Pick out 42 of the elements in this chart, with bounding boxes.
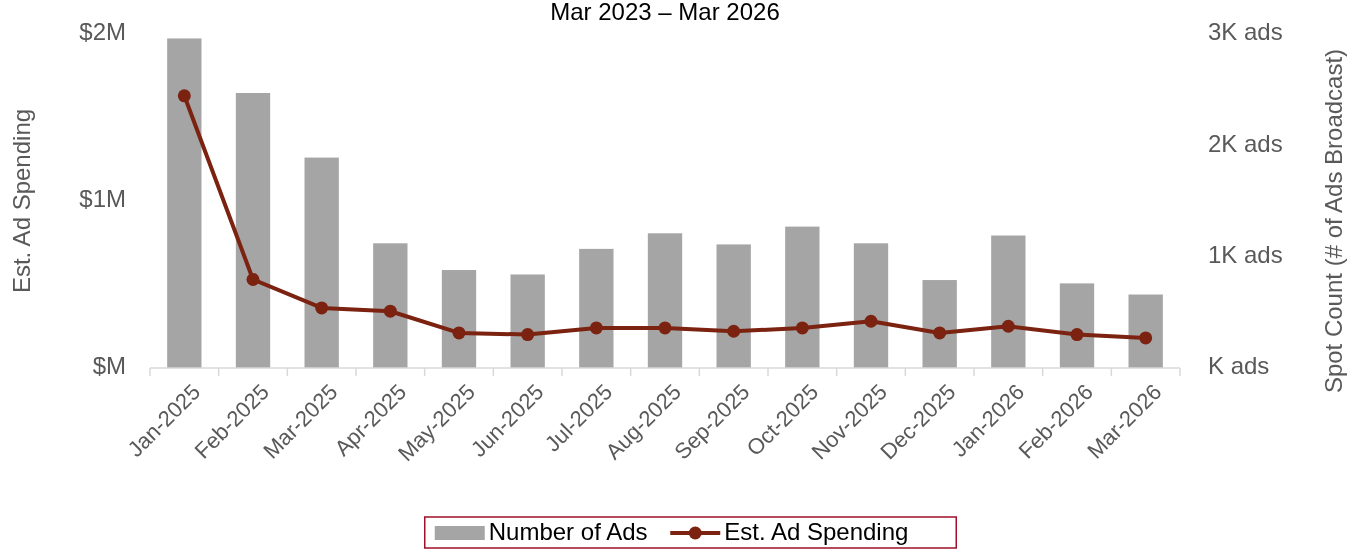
legend-label: Number of Ads (488, 518, 648, 546)
point (589, 321, 603, 335)
bar (1059, 283, 1095, 368)
bar (304, 157, 339, 368)
y-tick-label: $M (92, 352, 126, 380)
bar (167, 38, 202, 368)
y-tick-label: $2M (79, 18, 126, 46)
point (658, 321, 672, 335)
bar (1128, 294, 1163, 368)
y2-tick-label: 2K ads (1208, 129, 1283, 157)
bar (579, 248, 614, 368)
point (933, 326, 947, 340)
point (864, 314, 878, 328)
point (521, 328, 535, 342)
point (177, 89, 191, 103)
bar (785, 226, 820, 368)
y-tick-label: $1M (79, 185, 126, 213)
y2-tick-label: K ads (1208, 352, 1270, 380)
y2-tick-label: 1K ads (1208, 241, 1283, 269)
point (1001, 319, 1015, 333)
point (315, 301, 329, 315)
point (727, 324, 741, 338)
point (795, 321, 809, 335)
bar (647, 233, 683, 368)
bar (235, 93, 271, 368)
bar (922, 280, 957, 368)
bar (716, 244, 751, 368)
y2-axis-title: Spot Count (# of Ads Broadcast) (1320, 48, 1347, 394)
y2-tick-label: 3K ads (1208, 18, 1283, 46)
y-axis-title: Est. Ad Spending (8, 108, 35, 294)
point (383, 304, 397, 318)
point (1070, 328, 1084, 342)
chart-title: Mar 2023 – Mar 2026 (550, 0, 780, 25)
legend-label: Est. Ad Spending (724, 518, 909, 546)
point (246, 272, 260, 286)
bar (991, 235, 1026, 368)
bar (373, 243, 408, 368)
bar (441, 270, 477, 368)
bar (853, 243, 889, 368)
bar (510, 274, 545, 368)
point (452, 326, 466, 340)
point (1139, 331, 1153, 345)
